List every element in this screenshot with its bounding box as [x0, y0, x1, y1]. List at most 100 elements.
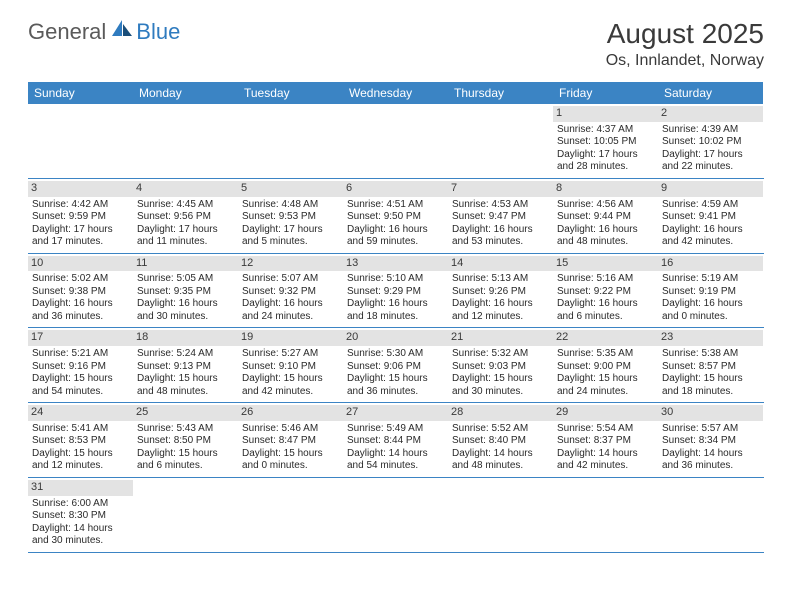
sunrise-line: Sunrise: 5:19 AM [662, 273, 759, 286]
sunrise-line: Sunrise: 4:48 AM [242, 199, 339, 212]
daylight-line: Daylight: 15 hours and 24 minutes. [557, 373, 654, 398]
day-cell [238, 104, 343, 178]
week-row: 24Sunrise: 5:41 AMSunset: 8:53 PMDayligh… [28, 403, 764, 478]
sunrise-line: Sunrise: 4:39 AM [662, 124, 759, 137]
sunset-line: Sunset: 9:47 PM [452, 211, 549, 224]
day-header: Sunday [28, 82, 133, 104]
day-cell: 24Sunrise: 5:41 AMSunset: 8:53 PMDayligh… [28, 403, 133, 477]
day-number: 10 [28, 256, 133, 272]
day-number: 25 [133, 405, 238, 421]
day-number: 20 [343, 330, 448, 346]
daylight-line: Daylight: 16 hours and 0 minutes. [662, 298, 759, 323]
logo: General Blue [28, 18, 180, 45]
day-cell: 1Sunrise: 4:37 AMSunset: 10:05 PMDayligh… [553, 104, 658, 178]
day-cell [238, 478, 343, 552]
header: General Blue August 2025 Os, Innlandet, … [0, 0, 792, 78]
day-cell: 14Sunrise: 5:13 AMSunset: 9:26 PMDayligh… [448, 254, 553, 328]
sunrise-line: Sunrise: 5:13 AM [452, 273, 549, 286]
day-cell: 20Sunrise: 5:30 AMSunset: 9:06 PMDayligh… [343, 328, 448, 402]
day-number: 19 [238, 330, 343, 346]
sunset-line: Sunset: 8:34 PM [662, 435, 759, 448]
sunset-line: Sunset: 8:53 PM [32, 435, 129, 448]
daylight-line: Daylight: 15 hours and 6 minutes. [137, 448, 234, 473]
daylight-line: Daylight: 14 hours and 42 minutes. [557, 448, 654, 473]
sunset-line: Sunset: 10:05 PM [557, 136, 654, 149]
day-cell [133, 104, 238, 178]
logo-text-general: General [28, 19, 106, 45]
sunrise-line: Sunrise: 5:05 AM [137, 273, 234, 286]
day-cell: 10Sunrise: 5:02 AMSunset: 9:38 PMDayligh… [28, 254, 133, 328]
week-row: 17Sunrise: 5:21 AMSunset: 9:16 PMDayligh… [28, 328, 764, 403]
location: Os, Innlandet, Norway [606, 52, 764, 70]
day-cell: 3Sunrise: 4:42 AMSunset: 9:59 PMDaylight… [28, 179, 133, 253]
sunset-line: Sunset: 9:29 PM [347, 286, 444, 299]
day-cell: 8Sunrise: 4:56 AMSunset: 9:44 PMDaylight… [553, 179, 658, 253]
daylight-line: Daylight: 17 hours and 5 minutes. [242, 224, 339, 249]
day-number: 30 [658, 405, 763, 421]
title-block: August 2025 Os, Innlandet, Norway [606, 18, 764, 70]
sunset-line: Sunset: 9:19 PM [662, 286, 759, 299]
sunrise-line: Sunrise: 4:51 AM [347, 199, 444, 212]
sunrise-line: Sunrise: 5:32 AM [452, 348, 549, 361]
sunset-line: Sunset: 9:32 PM [242, 286, 339, 299]
sunrise-line: Sunrise: 5:35 AM [557, 348, 654, 361]
sunset-line: Sunset: 9:35 PM [137, 286, 234, 299]
day-header: Monday [133, 82, 238, 104]
day-cell: 7Sunrise: 4:53 AMSunset: 9:47 PMDaylight… [448, 179, 553, 253]
day-cell: 29Sunrise: 5:54 AMSunset: 8:37 PMDayligh… [553, 403, 658, 477]
day-cell [658, 478, 763, 552]
day-cell: 17Sunrise: 5:21 AMSunset: 9:16 PMDayligh… [28, 328, 133, 402]
day-cell: 13Sunrise: 5:10 AMSunset: 9:29 PMDayligh… [343, 254, 448, 328]
sunset-line: Sunset: 8:37 PM [557, 435, 654, 448]
day-cell: 26Sunrise: 5:46 AMSunset: 8:47 PMDayligh… [238, 403, 343, 477]
sunset-line: Sunset: 8:40 PM [452, 435, 549, 448]
sunset-line: Sunset: 9:38 PM [32, 286, 129, 299]
sunset-line: Sunset: 9:13 PM [137, 361, 234, 374]
week-row: 10Sunrise: 5:02 AMSunset: 9:38 PM Dayligh… [28, 254, 764, 329]
day-cell: 2Sunrise: 4:39 AMSunset: 10:02 PMDayligh… [658, 104, 763, 178]
day-number: 13 [343, 256, 448, 272]
day-number: 7 [448, 181, 553, 197]
daylight-line: Daylight: 15 hours and 42 minutes. [242, 373, 339, 398]
daylight-line: Daylight: 17 hours and 22 minutes. [662, 149, 759, 174]
daylight-line: Daylight: 16 hours and 12 minutes. [452, 298, 549, 323]
day-cell: 12Sunrise: 5:07 AMSunset: 9:32 PMDayligh… [238, 254, 343, 328]
daylight-line: Daylight: 17 hours and 11 minutes. [137, 224, 234, 249]
sunrise-line: Sunrise: 6:00 AM [32, 498, 129, 511]
sunrise-line: Sunrise: 5:27 AM [242, 348, 339, 361]
day-cell: 4Sunrise: 4:45 AMSunset: 9:56 PMDaylight… [133, 179, 238, 253]
day-number: 16 [658, 256, 763, 272]
sail-icon [110, 18, 134, 45]
sunset-line: Sunset: 9:44 PM [557, 211, 654, 224]
sunset-line: Sunset: 9:56 PM [137, 211, 234, 224]
sunrise-line: Sunrise: 5:54 AM [557, 423, 654, 436]
sunrise-line: Sunrise: 5:10 AM [347, 273, 444, 286]
day-cell: 21Sunrise: 5:32 AMSunset: 9:03 PMDayligh… [448, 328, 553, 402]
daylight-line: Daylight: 14 hours and 36 minutes. [662, 448, 759, 473]
daylight-line: Daylight: 14 hours and 30 minutes. [32, 523, 129, 548]
sunset-line: Sunset: 8:44 PM [347, 435, 444, 448]
sunrise-line: Sunrise: 4:37 AM [557, 124, 654, 137]
daylight-line: Daylight: 15 hours and 12 minutes. [32, 448, 129, 473]
sunset-line: Sunset: 8:47 PM [242, 435, 339, 448]
sunrise-line: Sunrise: 4:53 AM [452, 199, 549, 212]
day-cell: 19Sunrise: 5:27 AMSunset: 9:10 PMDayligh… [238, 328, 343, 402]
sunrise-line: Sunrise: 5:57 AM [662, 423, 759, 436]
sunset-line: Sunset: 9:22 PM [557, 286, 654, 299]
week-row: 1 Sunrise: 4:37 AMSunset: 10:05 PM Dayligh… [28, 104, 764, 179]
sunrise-line: Sunrise: 5:46 AM [242, 423, 339, 436]
daylight-line: Daylight: 15 hours and 30 minutes. [452, 373, 549, 398]
daylight-line: Daylight: 16 hours and 42 minutes. [662, 224, 759, 249]
sunrise-line: Sunrise: 5:02 AM [32, 273, 129, 286]
daylight-line: Daylight: 15 hours and 0 minutes. [242, 448, 339, 473]
day-number: 1 [553, 106, 658, 122]
sunset-line: Sunset: 9:59 PM [32, 211, 129, 224]
day-number: 18 [133, 330, 238, 346]
day-number: 2 [658, 106, 763, 122]
daylight-line: Daylight: 17 hours and 17 minutes. [32, 224, 129, 249]
daylight-line: Daylight: 16 hours and 59 minutes. [347, 224, 444, 249]
day-number: 6 [343, 181, 448, 197]
week-row: 3Sunrise: 4:42 AMSunset: 9:59 PMDaylight… [28, 179, 764, 254]
daylight-line: Daylight: 15 hours and 54 minutes. [32, 373, 129, 398]
weeks-container: 1 Sunrise: 4:37 AMSunset: 10:05 PM Dayligh… [28, 104, 764, 553]
